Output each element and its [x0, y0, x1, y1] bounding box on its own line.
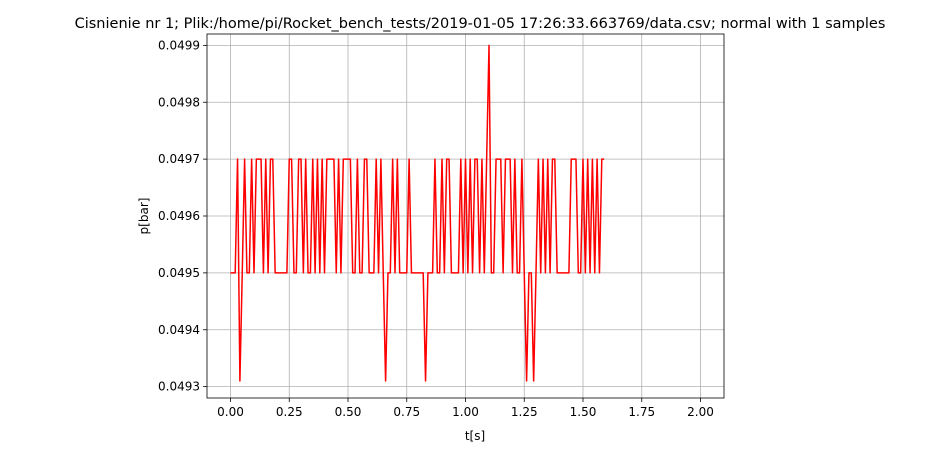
x-tick-label: 1.25 — [511, 405, 538, 419]
y-tick-label: 0.0497 — [158, 152, 200, 166]
series-layer — [230, 44, 605, 382]
ticks: 0.00 0.25 0.50 0.75 1.00 1.25 1.50 1.75 2.00 0.04… — [158, 38, 714, 419]
x-tick-label: 2.00 — [687, 405, 714, 419]
x-axis-label: t[s] — [465, 429, 485, 443]
y-tick-label: 0.0493 — [158, 380, 200, 394]
x-tick-label: 1.75 — [628, 405, 655, 419]
chart-title: Cisnienie nr 1; Plik:/home/pi/Rocket_ben… — [75, 16, 886, 32]
x-tick-label: 0.50 — [335, 405, 362, 419]
y-tick-label: 0.0499 — [158, 38, 200, 52]
y-tick-label: 0.0495 — [158, 266, 200, 280]
y-axis-label: p[bar] — [137, 198, 151, 235]
x-tick-label: 1.00 — [452, 405, 479, 419]
y-tick-label: 0.0498 — [158, 95, 200, 109]
x-tick-label: 0.25 — [276, 405, 303, 419]
x-tick-label: 1.50 — [570, 405, 597, 419]
series-line-p — [230, 44, 605, 382]
y-tick-label: 0.0496 — [158, 209, 200, 223]
y-tick-label: 0.0494 — [158, 323, 200, 337]
x-tick-label: 0.00 — [217, 405, 244, 419]
x-tick-label: 0.75 — [393, 405, 420, 419]
